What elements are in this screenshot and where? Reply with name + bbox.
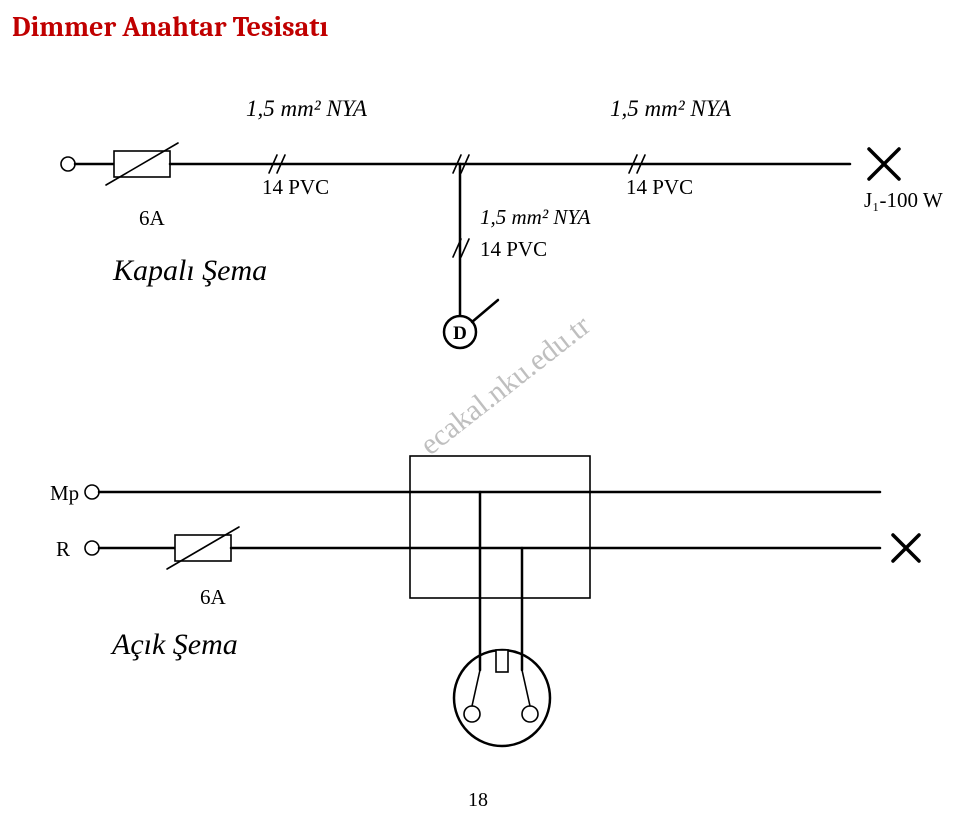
label: 14 PVC (262, 175, 329, 199)
label: Kapalı Şema (112, 254, 267, 287)
label: 14 PVC (480, 237, 547, 261)
r-label: R (56, 537, 70, 561)
dimmer-letter: D (453, 323, 467, 344)
origin-node (61, 157, 75, 171)
label: 1,5 mm² NYA (246, 96, 368, 121)
dimmer-box (410, 456, 590, 598)
diagram-stroke (496, 650, 508, 672)
label: 14 PVC (626, 175, 693, 199)
diagram-stroke (472, 670, 480, 706)
label: J₁-100 W (864, 188, 943, 212)
label: Açık Şema (110, 628, 238, 661)
page-title: Dimmer Anahtar Tesisatı (12, 11, 328, 43)
page-number: 18 (468, 789, 488, 811)
diagram-stroke (85, 541, 99, 555)
diagram-stroke (472, 300, 498, 322)
diagram-stroke (85, 485, 99, 499)
diagram-stroke (464, 706, 480, 722)
fuse-rating-closed: 6A (139, 206, 166, 230)
label: 1,5 mm² NYA (610, 96, 732, 121)
mp-label: Mp (50, 481, 79, 505)
diagram-stroke (522, 670, 530, 706)
label: 1,5 mm² NYA (480, 205, 591, 229)
diagram-stroke (461, 239, 469, 257)
fuse-rating-open: 6A (200, 585, 227, 609)
diagram-stroke (522, 706, 538, 722)
watermark: ecakal.nku.edu.tr (414, 309, 596, 462)
